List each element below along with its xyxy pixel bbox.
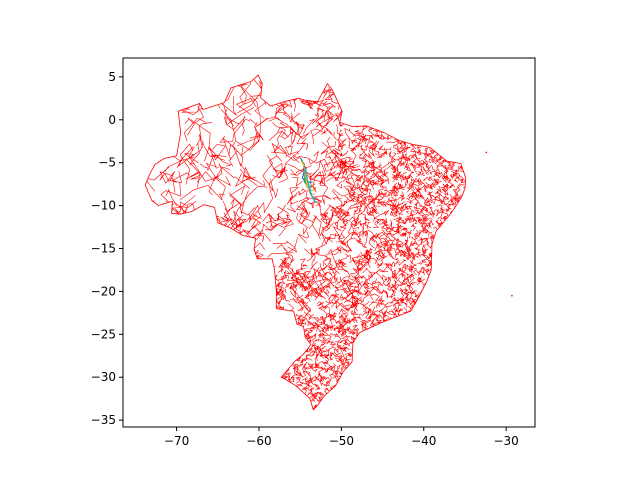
map-area — [144, 74, 513, 411]
offshore-point — [511, 294, 513, 297]
y-tick-label: −5 — [98, 156, 116, 170]
contour-line — [304, 167, 318, 203]
country-outline — [144, 74, 467, 411]
y-tick-label: 5 — [108, 70, 116, 84]
x-tick-label: −60 — [246, 434, 271, 448]
x-tick-label: −30 — [493, 434, 518, 448]
offshore-points — [485, 151, 513, 297]
y-tick-label: −30 — [91, 370, 116, 384]
y-tick-label: 0 — [108, 113, 116, 127]
x-tick-label: −40 — [411, 434, 436, 448]
y-tick-label: −25 — [91, 327, 116, 341]
axes-frame — [122, 57, 536, 428]
y-tick-label: −35 — [91, 413, 116, 427]
x-axis: −70 −60 −50 −40 −30 — [164, 427, 519, 448]
y-axis: 5 0 −5 −10 −15 −20 −25 −30 −35 — [91, 70, 123, 427]
y-tick-label: −20 — [91, 284, 116, 298]
contour-overlay — [299, 157, 318, 203]
y-tick-label: −15 — [91, 242, 116, 256]
offshore-point — [485, 151, 488, 154]
y-tick-label: −10 — [91, 199, 116, 213]
x-tick-label: −70 — [164, 434, 189, 448]
x-tick-label: −50 — [329, 434, 354, 448]
